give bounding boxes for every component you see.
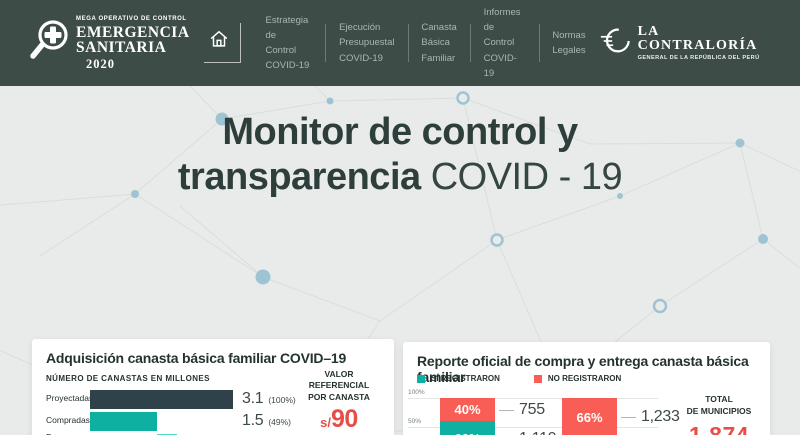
main-nav: Estrategia de Control COVID-19 Ejecución…	[253, 5, 599, 81]
contraloria-swoosh-icon	[599, 26, 631, 61]
nav-item-ejecucion-presupuestal[interactable]: Ejecución Presupuestal COVID-19	[339, 22, 395, 64]
stacked-column-chart: 100% 50% 0 40% 60% 755 1,119	[408, 389, 680, 435]
logo-tagline: MEGA OPERATIVO DE CONTROL	[76, 15, 187, 22]
left-card-stats: VALOR REFERENCIAL POR CANASTA s/90 PRESU…	[294, 369, 384, 435]
currency-prefix: s/	[320, 415, 332, 431]
page-title-line2-bold: transparencia	[177, 155, 421, 198]
segment-no-registraron: 40%	[440, 398, 495, 422]
segment-percent: 60%	[454, 431, 480, 435]
legend-swatch-teal	[417, 374, 425, 383]
legend-no-registraron: NO REGISTRARON	[533, 374, 622, 383]
y-tick-100: 100%	[408, 389, 425, 396]
segment-si-registraron: 60%	[440, 421, 495, 435]
emergency-logo-text: MEGA OPERATIVO DE CONTROL EMERGENCIA SAN…	[76, 16, 190, 71]
count-value: 1,233	[641, 408, 680, 425]
column-beneficiarios: 66% 34%	[562, 398, 617, 435]
home-icon	[208, 30, 230, 54]
page-title-line2-light: COVID - 19	[420, 155, 623, 198]
bar-track	[90, 433, 233, 435]
nav-divider	[325, 24, 327, 62]
total-municipios-label: TOTAL DE MUNICIPIOS	[686, 394, 752, 416]
callout-line	[499, 409, 514, 411]
bar-value: 3.1	[242, 390, 264, 407]
bar-proyectadas	[90, 389, 233, 409]
contraloria-name: LA CONTRALORÍA	[637, 24, 758, 53]
legend-label: SÍ REGISTRARON	[431, 374, 500, 383]
stat-value-valor-referencial: s/90	[294, 405, 384, 434]
callout-line	[621, 416, 636, 418]
bar-percent: (100%)	[268, 395, 296, 405]
bar-por-comprar	[157, 433, 178, 435]
column-contrataciones: 40% 60%	[440, 398, 495, 435]
chart-legend: SÍ REGISTRARON NO REGISTRARON	[417, 374, 621, 383]
emergency-logo[interactable]: MEGA OPERATIVO DE CONTROL EMERGENCIA SAN…	[26, 15, 190, 72]
contraloria-logo[interactable]: LA CONTRALORÍA GENERAL DE LA REPÚBLICA D…	[599, 25, 774, 61]
home-button[interactable]	[203, 23, 241, 63]
page-title-line1: Monitor de control y	[222, 111, 578, 153]
segment-no-registraron: 66%	[562, 398, 617, 435]
callout-755: 755	[499, 401, 545, 419]
bar-percent: (49%)	[268, 417, 292, 427]
contraloria-subtitle: GENERAL DE LA REPÚBLICA DEL PERÚ	[637, 55, 760, 61]
callout-1233: 1,233	[621, 408, 680, 426]
logo-line1: EMERGENCIA	[76, 23, 190, 41]
logo-line2: SANITARIA	[76, 39, 167, 57]
segment-percent: 40%	[454, 402, 481, 418]
logo-year: 2020	[86, 56, 115, 71]
nav-divider	[538, 24, 540, 62]
content-area: Monitor de control y transparencia COVID…	[0, 86, 800, 435]
bar-track	[90, 389, 233, 409]
legend-si-registraron: SÍ REGISTRARON	[417, 374, 500, 383]
left-card-subtitle: NÚMERO DE CANASTAS EN MILLONES	[46, 374, 210, 383]
callout-1119: 1,119	[499, 430, 557, 435]
magnifier-cross-icon	[26, 15, 72, 72]
nav-item-estrategia-control[interactable]: Estrategia de Control COVID-19	[265, 14, 310, 72]
nav-divider	[469, 24, 471, 62]
page-title: Monitor de control y transparencia COVID…	[0, 86, 800, 200]
legend-swatch-coral	[533, 374, 542, 383]
nav-item-normas-legales[interactable]: Normas Legales	[552, 29, 586, 56]
count-value: 755	[519, 401, 545, 418]
total-municipios: TOTAL DE MUNICIPIOS 1,874	[675, 394, 763, 435]
bar-compradas	[90, 411, 158, 431]
nav-item-canasta-basica[interactable]: Canasta Básica Familiar	[421, 22, 457, 64]
nav-divider	[407, 24, 409, 62]
segment-percent: 66%	[576, 409, 603, 425]
bar-label: Compradas	[46, 415, 90, 426]
total-municipios-value: 1,874	[688, 421, 750, 435]
stat-number: 90	[331, 405, 358, 434]
bar-track	[90, 411, 233, 431]
card-reporte-oficial: Reporte oficial de compra y entrega cana…	[403, 342, 770, 435]
bar-label: Por comprar	[46, 432, 90, 435]
legend-label: NO REGISTRARON	[547, 374, 622, 383]
card-adquisicion-canasta: Adquisición canasta básica familiar COVI…	[32, 339, 394, 435]
stat-label-valor-referencial: VALOR REFERENCIAL POR CANASTA	[308, 369, 370, 402]
bar-label: Proyectadas	[46, 393, 94, 404]
y-tick-50: 50%	[408, 418, 422, 425]
count-value: 1,119	[519, 430, 557, 435]
header: MEGA OPERATIVO DE CONTROL EMERGENCIA SAN…	[0, 0, 800, 86]
left-card-title: Adquisición canasta básica familiar COVI…	[46, 350, 347, 366]
nav-item-informes-control[interactable]: Informes de Control COVID-19	[483, 7, 521, 79]
bar-value: 1.5	[242, 412, 264, 429]
